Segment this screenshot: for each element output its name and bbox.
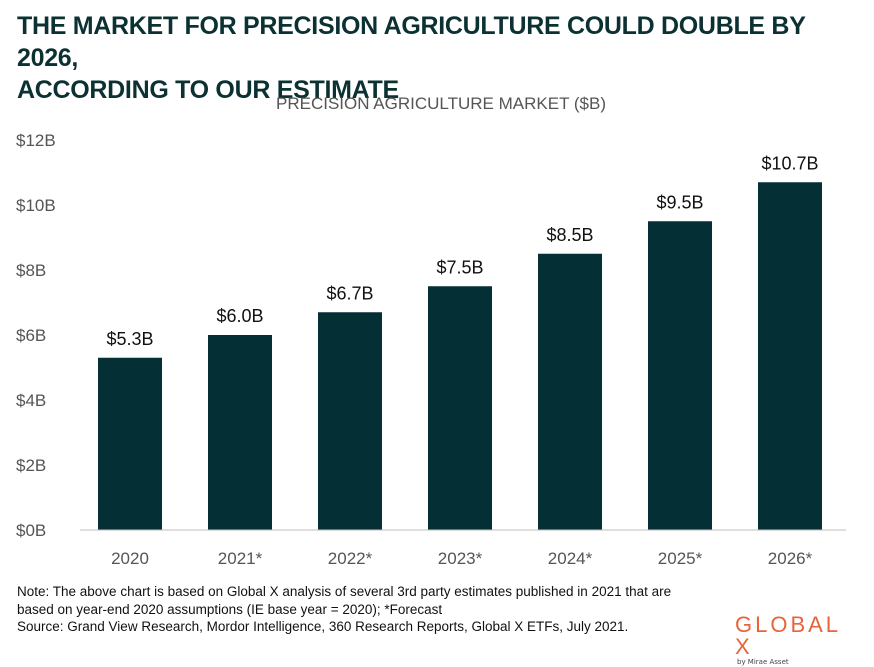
footer-note: Note: The above chart is based on Global… xyxy=(17,583,717,636)
note-line-2: based on year-end 2020 assumptions (IE b… xyxy=(17,601,443,617)
x-tick-label: 2024* xyxy=(548,549,593,568)
y-tick-label: $10B xyxy=(16,196,56,215)
y-axis: $0B $2B $4B $6B $8B $10B $12B xyxy=(16,131,56,540)
bar-chart: PRECISION AGRICULTURE MARKET ($B) $0B $2B… xyxy=(16,94,846,568)
y-tick-label: $12B xyxy=(16,131,56,150)
data-label: $5.3B xyxy=(106,329,153,349)
bar-2024 xyxy=(538,253,602,530)
bar-2020 xyxy=(98,357,162,530)
data-label: $6.0B xyxy=(216,306,263,326)
bar-2022 xyxy=(318,312,382,530)
bar-2023 xyxy=(428,286,492,530)
data-label: $9.5B xyxy=(656,192,703,212)
y-tick-label: $8B xyxy=(16,261,46,280)
y-tick-label: $6B xyxy=(16,326,46,345)
headline-line-1: THE MARKET FOR PRECISION AGRICULTURE COU… xyxy=(17,12,806,72)
x-tick-label: 2020 xyxy=(111,549,149,568)
data-label: $10.7B xyxy=(761,153,818,173)
bar-2021 xyxy=(208,335,272,530)
bar-2026 xyxy=(758,182,822,530)
bars-group: $5.3B $6.0B $6.7B $7.5B $8.5B $9.5B $10.7B xyxy=(98,153,822,530)
headline: THE MARKET FOR PRECISION AGRICULTURE COU… xyxy=(17,10,857,106)
x-tick-label: 2026* xyxy=(768,549,813,568)
data-label: $7.5B xyxy=(436,257,483,277)
bar-2025 xyxy=(648,221,712,530)
logo-tagline: by Mirae Asset xyxy=(737,658,789,666)
global-x-logo: GLOBAL X by Mirae Asset xyxy=(735,614,865,667)
logo-wordmark: GLOBAL X xyxy=(735,612,841,659)
headline-line-2: ACCORDING TO OUR ESTIMATE xyxy=(17,76,399,104)
y-tick-label: $0B xyxy=(16,521,46,540)
note-line-1: Note: The above chart is based on Global… xyxy=(17,584,672,599)
data-label: $8.5B xyxy=(546,225,593,245)
y-tick-label: $4B xyxy=(16,391,46,410)
x-tick-label: 2022* xyxy=(328,549,373,568)
data-label: $6.7B xyxy=(326,283,373,303)
y-tick-label: $2B xyxy=(16,456,46,475)
x-axis: 2020 2021* 2022* 2023* 2024* 2025* 2026* xyxy=(111,549,813,568)
x-tick-label: 2021* xyxy=(218,549,263,568)
source-line: Source: Grand View Research, Mordor Inte… xyxy=(17,619,629,634)
x-tick-label: 2023* xyxy=(438,549,483,568)
chart-title: PRECISION AGRICULTURE MARKET ($B) xyxy=(276,94,606,113)
x-tick-label: 2025* xyxy=(658,549,703,568)
